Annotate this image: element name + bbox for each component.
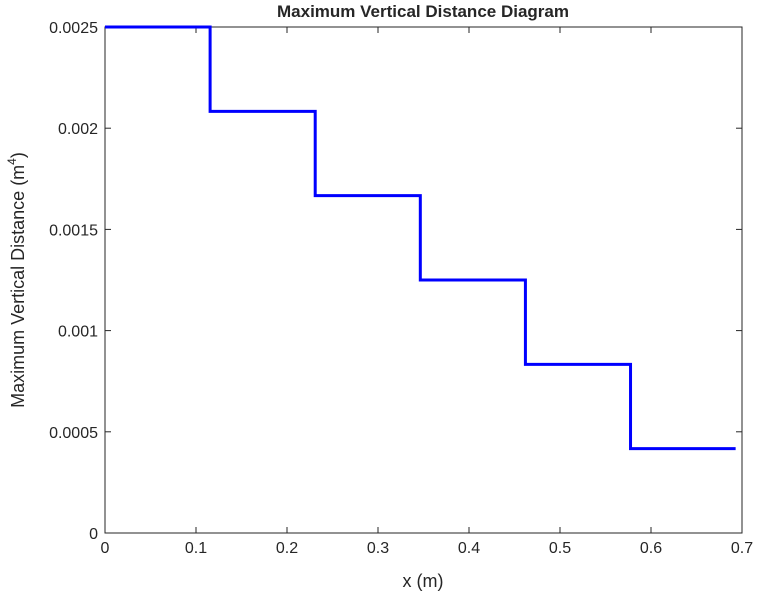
x-tick-label: 0.3 [367, 540, 389, 557]
x-tick-label: 0.4 [458, 540, 480, 557]
y-tick-label: 0.001 [58, 324, 98, 341]
y-tick-label: 0.0015 [49, 222, 98, 239]
x-tick-label: 0.2 [276, 540, 298, 557]
x-tick-label: 0.6 [640, 540, 662, 557]
x-tick-label: 0.5 [549, 540, 571, 557]
y-axis-label-text: Maximum Vertical Distance (m [8, 165, 28, 408]
y-tick-label: 0.0025 [49, 20, 98, 37]
x-axis-label: x (m) [403, 571, 444, 591]
y-tick-label: 0.002 [58, 121, 98, 138]
y-axis-label-superscript: 4 [5, 158, 19, 165]
y-axis-label-suffix: ) [8, 152, 28, 158]
series-layer [105, 25, 736, 451]
y-axis-label: Maximum Vertical Distance (m4) [5, 152, 28, 408]
x-tick-label: 0 [101, 540, 110, 557]
y-tick-label: 0 [89, 526, 98, 543]
y-tick-label: 0.0005 [49, 425, 98, 442]
y-axis-ticks: 0 0.0005 0.001 0.0015 0.002 0.0025 [49, 20, 742, 543]
x-tick-label: 0.7 [731, 540, 753, 557]
chart-title: Maximum Vertical Distance Diagram [277, 2, 569, 21]
series-line [105, 25, 736, 451]
x-tick-label: 0.1 [185, 540, 207, 557]
x-axis-ticks: 0 0.1 0.2 0.3 0.4 0.5 0.6 0.7 [101, 27, 753, 557]
